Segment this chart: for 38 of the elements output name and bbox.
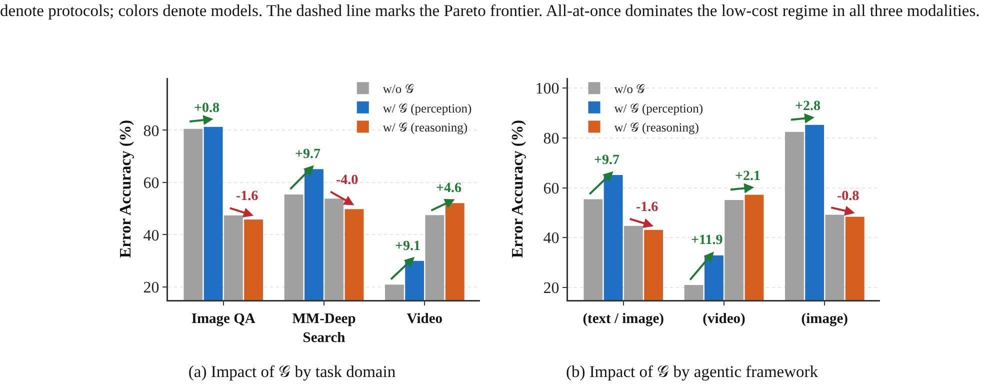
y-tick-label: 80	[543, 130, 560, 148]
annotation: -4.0	[336, 173, 358, 188]
annotation: -0.8	[837, 189, 860, 204]
y-tick-label: 60	[143, 175, 160, 192]
x-tick-label: (video)	[702, 310, 746, 327]
annotation: -1.6	[636, 200, 658, 215]
x-tick-label: Image QA	[191, 310, 256, 327]
annotation: +4.6	[436, 181, 462, 196]
x-tick-label: (text / image)	[582, 310, 664, 327]
annotation: -1.6	[236, 189, 258, 204]
annotation: +0.8	[194, 101, 220, 116]
y-tick-label: 60	[543, 180, 560, 198]
annotation: +11.9	[691, 233, 723, 248]
legend-label: w/o 𝒢	[614, 82, 646, 96]
x-tick-label: (image)	[801, 310, 848, 327]
legend-label: w/ 𝒢 (reasoning)	[382, 120, 468, 135]
text: (a) Impact of 𝒢 by task domain	[187, 362, 397, 382]
annotation: +9.1	[395, 239, 420, 254]
annotation: +2.1	[735, 169, 760, 184]
y-tick-label: 40	[143, 227, 160, 244]
legend-label: w/ 𝒢 (perception)	[614, 101, 704, 116]
y-tick-label: 20	[543, 280, 560, 298]
y-axis-title: Error Accuracy (%)	[117, 120, 134, 258]
annotation: +9.7	[594, 153, 620, 168]
annotation: +2.8	[795, 99, 820, 114]
text: denote protocols; colors denote models. The dashed line marks the Pareto frontier. All-at-once dominates the low-cost regime in all three modalities.	[0, 0, 981, 21]
text: (b) Impact of 𝒢 by agentic framework	[564, 362, 820, 382]
y-tick-label: 100	[535, 80, 560, 98]
x-tick-label: Video	[406, 310, 443, 327]
y-axis-title: Error Accuracy (%)	[509, 120, 526, 258]
legend-label: w/ 𝒢 (reasoning)	[614, 120, 699, 135]
y-tick-label: 40	[543, 230, 560, 248]
y-tick-label: 20	[143, 280, 160, 297]
legend-label: w/o 𝒢	[382, 82, 414, 96]
legend-label: w/ 𝒢 (perception)	[382, 101, 472, 116]
y-tick-label: 80	[143, 122, 160, 140]
x-tick-label: MM-Deep Search	[292, 310, 356, 346]
annotation: +9.7	[295, 147, 320, 162]
